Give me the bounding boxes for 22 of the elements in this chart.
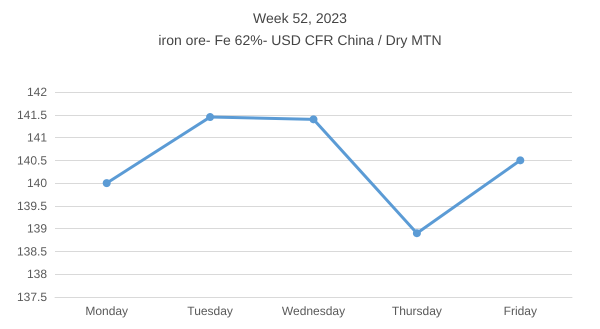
point (516, 156, 524, 164)
y-tick-label: 141.5 (16, 108, 48, 122)
point (206, 113, 214, 122)
x-tick-label: Wednesday (282, 304, 346, 318)
y-tick-label: 138 (26, 267, 48, 282)
y-tick-label: 138.5 (16, 244, 48, 258)
chart-title: Week 52, 2023 (253, 10, 348, 26)
y-tick-label: 141 (26, 130, 48, 145)
y-tick-label: 137.5 (16, 290, 48, 304)
y-tick-label: 140 (26, 176, 48, 190)
y-tick-label: 140.5 (16, 153, 48, 168)
y-tick-label: 142 (26, 85, 48, 99)
y-tick-label: 139 (26, 222, 48, 236)
x-tick-label: Friday (504, 304, 537, 318)
x-tick-label: Tuesday (187, 304, 233, 318)
chart-subtitle: iron ore- Fe 62%- USD CFR China / Dry MTN (158, 32, 442, 48)
x-tick-label: Thursday (392, 304, 442, 318)
x-tick-label: Monday (85, 304, 128, 318)
y-tick-label: 139.5 (16, 198, 48, 213)
point (412, 229, 421, 238)
point (102, 179, 111, 188)
point (310, 115, 318, 124)
